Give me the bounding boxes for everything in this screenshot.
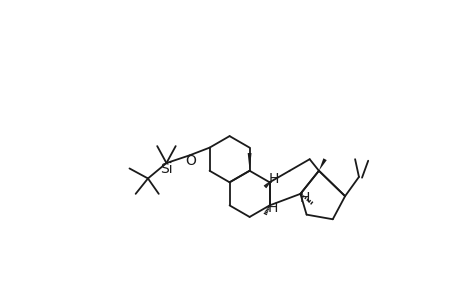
Text: H: H	[269, 172, 279, 186]
Text: Si: Si	[160, 162, 173, 176]
Text: O: O	[185, 154, 196, 168]
Polygon shape	[247, 153, 251, 171]
Text: H: H	[267, 202, 277, 215]
Polygon shape	[318, 158, 326, 171]
Text: H: H	[299, 191, 309, 205]
